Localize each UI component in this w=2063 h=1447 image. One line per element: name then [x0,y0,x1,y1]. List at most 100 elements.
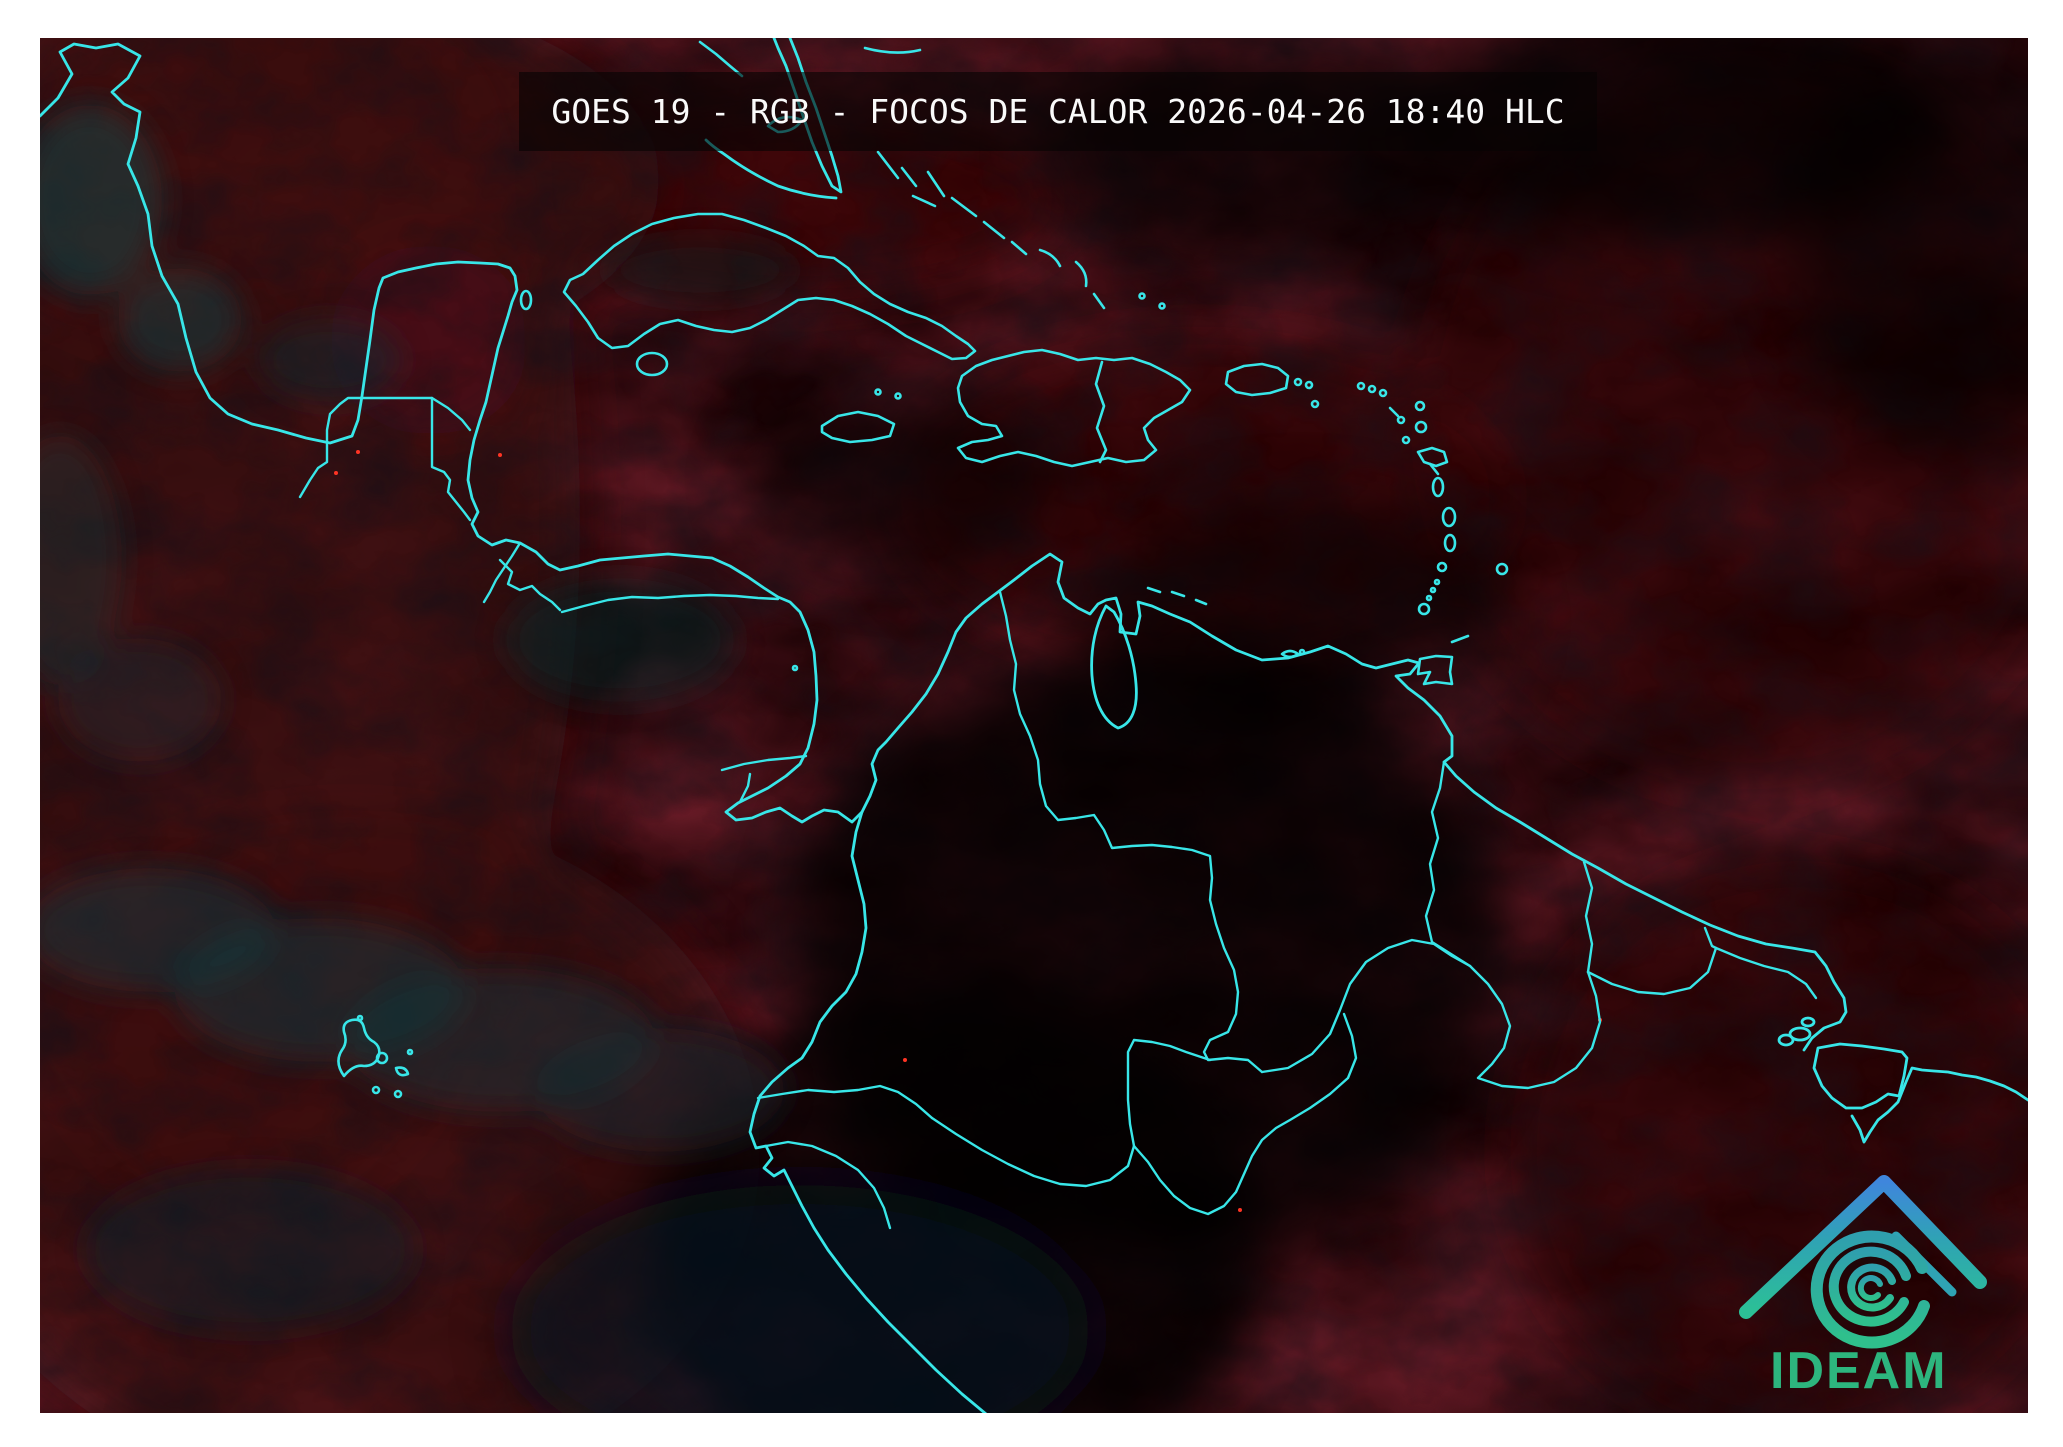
border-costa-rica-panama [738,772,752,804]
coastline-brazil-northeast [1850,1066,2028,1144]
satellite-map [40,38,2028,1413]
border-guatemala-honduras [482,541,522,604]
islands-galapagos [337,1014,414,1099]
island-aruba [1146,586,1162,594]
island-bahama [926,170,946,198]
island-bahama [876,150,900,180]
island-cayman [874,388,882,396]
logo-spiral [1828,1246,1911,1327]
border-venezuela-guyana [1424,760,1472,968]
heat-spot [903,1058,907,1062]
island-turks [1158,302,1166,310]
border-belize-north [430,396,472,432]
island-cayman [894,392,902,400]
island-grenada [1417,602,1431,616]
border-guyana-suriname [1582,860,1594,974]
island-grenadines [1433,578,1441,586]
island-barbuda [1414,400,1426,412]
island-grenadines [1425,594,1433,602]
border-ecuador-colombia [756,1084,934,1120]
border-suriname-brazil [1586,946,1718,996]
island-cozumel [519,289,533,311]
title-overlay-bar: GOES 19 - RGB - FOCOS DE CALOR 2026-04-2… [519,72,1597,151]
island-hispaniola [956,348,1192,468]
dark-cloud-zones [510,38,2028,1413]
islands-bahamas [698,40,1166,310]
island-puerto-rico [1224,362,1290,397]
island-trinidad [1416,654,1454,686]
border-guyana-brazil [1468,964,1602,1090]
ideam-logo-text: IDEAM [1770,1342,1948,1400]
satellite-image [40,38,2028,1413]
island-bahama [900,166,918,188]
heat-spot [334,471,338,475]
heat-spot [356,450,360,454]
islands-lesser-antilles [1146,381,1509,686]
heat-spot [1238,1208,1242,1212]
page-title: GOES 19 - RGB - FOCOS DE CALOR 2026-04-2… [551,92,1565,131]
island-curacao [1170,590,1186,598]
island-grenadines [1429,586,1437,594]
island-barbados [1495,562,1509,576]
coastline-south-america-pacific [748,810,987,1413]
island-st-kitts [1388,406,1400,418]
island-guadeloupe [1428,462,1440,476]
island-martinique [1441,506,1457,528]
island-amazon-delta [1788,1026,1812,1042]
island-bonaire [1194,598,1208,606]
border-nicaragua-costa-rica [720,754,808,772]
logo-spiral [1857,1275,1883,1301]
lake-maracaibo [1090,604,1138,730]
border-suriname-french-guiana [1703,926,1718,950]
border-peru-brazil-amazonas [1132,1012,1358,1216]
border-ecuador-peru [764,1140,892,1230]
logo-roof [1739,1175,1987,1319]
island-bahama [1074,260,1088,288]
island-virgin [1304,380,1314,390]
island-montserrat [1401,435,1411,445]
island-dominica [1431,476,1445,498]
island-isle-of-youth [635,351,669,377]
logo-spiral [1810,1230,1930,1349]
coastline-mainland-north [40,42,1848,1052]
island-marajo [1812,1042,1909,1110]
heat-spot [498,453,502,457]
logo-spiral-tail [1837,1331,1885,1345]
island-galapagos-small [393,1089,403,1099]
island-san-cristobal [394,1066,410,1077]
island-bahama [698,40,744,78]
island-santa-cruz [375,1051,389,1065]
island-bahama [1010,240,1028,256]
coastlines [40,38,2028,1413]
border-haiti-dominican [1094,360,1108,464]
island-bahama [911,194,937,208]
border-colombia-venezuela [998,590,1264,1074]
island-bahama [1038,248,1062,268]
island-turks [1138,292,1146,300]
island-st-martin [1356,381,1366,391]
island-st-lucia [1443,533,1457,553]
border-mexico-guatemala-belize [298,396,472,522]
island-providencia [791,664,799,672]
island-st-martin [1378,388,1388,398]
island-isabela [337,1018,381,1078]
islands [337,40,1509,1099]
island-galapagos-small [371,1085,381,1095]
island-jamaica [820,410,896,444]
island-st-martin [1367,384,1377,394]
island-bahama [1092,292,1106,310]
island-amazon-delta [1777,1033,1795,1047]
island-bahama [863,46,922,54]
island-guadeloupe [1416,446,1449,468]
island-cuba [562,212,977,361]
island-margarita [1298,648,1306,656]
logo-spiral [1847,1263,1896,1312]
ideam-logo-icon [1739,1175,1987,1349]
island-galapagos-small [356,1014,364,1022]
island-bahama [950,196,978,218]
border-el-salvador [498,558,562,612]
island-galapagos-small [406,1048,414,1056]
border-honduras-nicaragua [560,593,780,614]
island-virgin [1310,399,1320,409]
